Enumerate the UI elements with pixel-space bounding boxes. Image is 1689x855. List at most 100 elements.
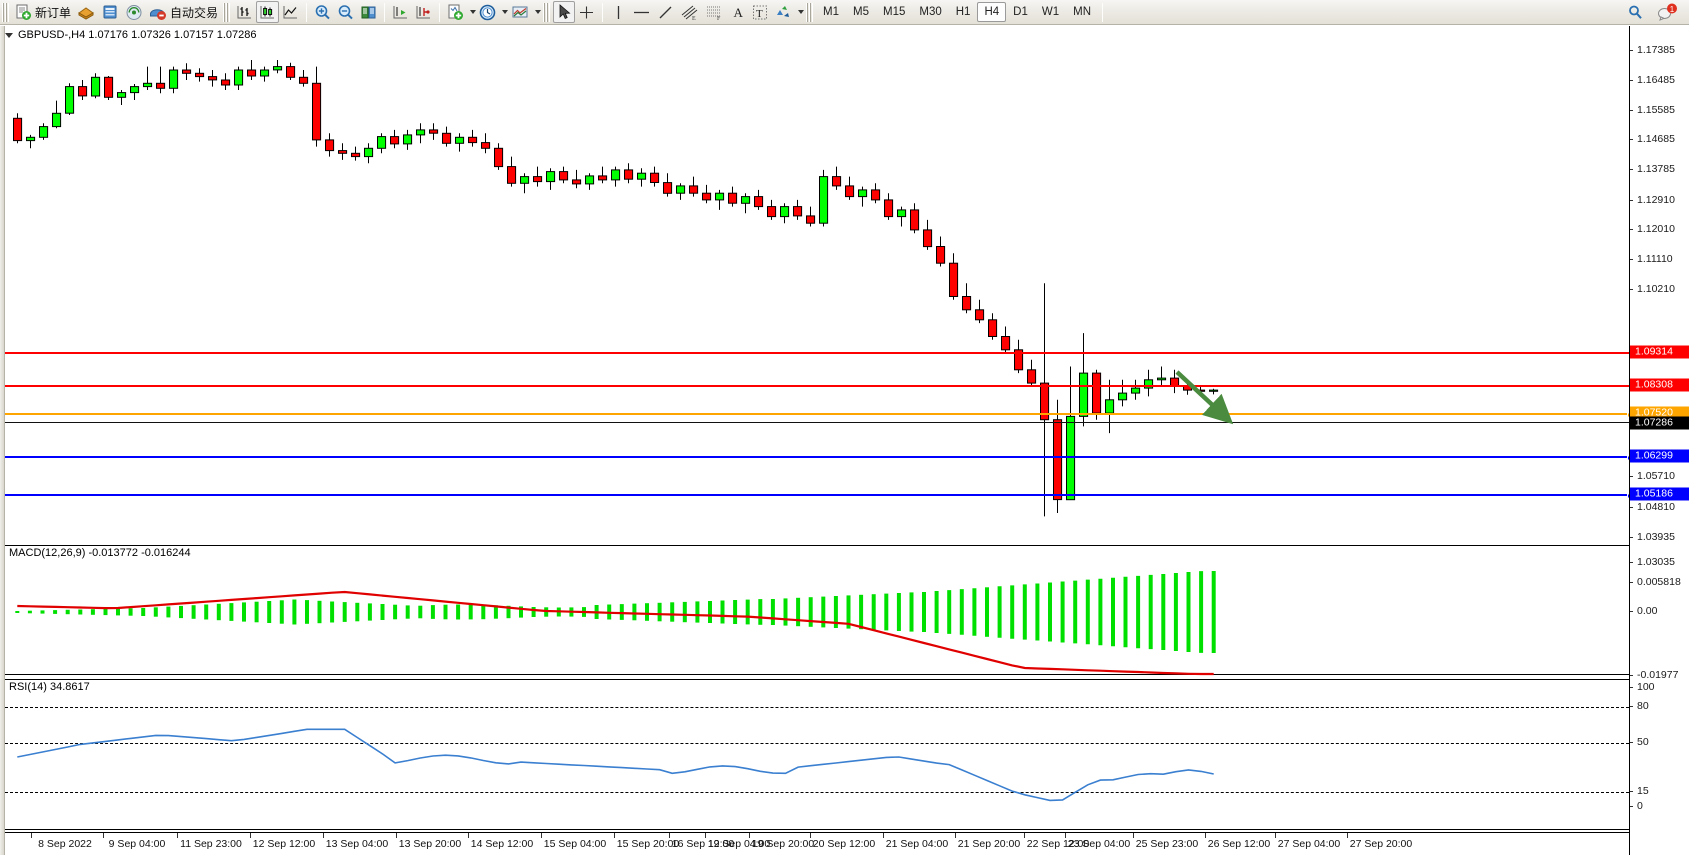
price-tick: 1.03035	[1630, 556, 1675, 568]
price-level-badge-entry[interactable]: 1.07520	[1630, 406, 1689, 420]
text-button[interactable]: A	[727, 1, 749, 23]
time-label: 27 Sep 04:00	[1277, 838, 1341, 850]
rsi-label: RSI(14) 34.8617	[9, 681, 90, 693]
main-toolbar: 新订单	[0, 0, 1689, 25]
cursor-button[interactable]	[553, 1, 576, 23]
resistance-line-1[interactable]	[5, 352, 1629, 354]
trendline-button[interactable]	[654, 1, 677, 23]
equidistant-channel-button[interactable]: E	[677, 1, 702, 23]
price-pane[interactable]	[5, 40, 1632, 543]
templates-dropdown-caret[interactable]	[535, 10, 542, 14]
toolbar-separator-1	[306, 2, 308, 22]
timeframe-h1[interactable]: H1	[955, 6, 971, 18]
entry-line[interactable]	[5, 412, 1632, 418]
price-level-badge-support[interactable]: 1.06299	[1630, 449, 1689, 463]
time-label: 22 Sep 12:00	[1026, 838, 1090, 850]
timeframe-h4[interactable]: H4	[977, 2, 1007, 22]
bar-chart-button[interactable]	[233, 1, 256, 23]
timeframe-mn[interactable]: MN	[1073, 6, 1091, 18]
period-button[interactable]	[476, 1, 499, 23]
objects-button[interactable]	[771, 1, 795, 23]
time-label: 19 Sep 20:00	[751, 838, 815, 850]
rsi-axis-tick: 15	[1630, 785, 1649, 797]
support-line-1[interactable]	[5, 455, 1632, 461]
price-scale[interactable]: 1.17385 1.16485 1.15585 1.14685 1.13785 1.129…	[1629, 26, 1689, 855]
svg-text:A: A	[733, 5, 743, 20]
macd-pane[interactable]: MACD(12,26,9) -0.013772 -0.016244	[5, 545, 1629, 676]
fibonacci-button[interactable]: F	[702, 1, 727, 23]
toolbar-grip[interactable]	[2, 2, 9, 22]
price-tick: 1.13785	[1630, 163, 1675, 175]
new-order-label: 新订单	[35, 5, 72, 20]
chart-symbol-bar[interactable]: GBPUSD-,H4 1.07176 1.07326 1.07157 1.072…	[5, 28, 257, 42]
resistance-line-2[interactable]	[5, 385, 1629, 387]
support-line-2[interactable]	[5, 493, 1632, 499]
zoom-in-icon	[314, 4, 331, 21]
zoom-in-button[interactable]	[311, 1, 334, 23]
toolbar-separator-5	[1102, 2, 1103, 22]
expert-advisors-button[interactable]	[74, 1, 98, 23]
toolbar-grip-3[interactable]	[543, 2, 551, 22]
rsi-pane[interactable]: RSI(14) 34.8617	[5, 679, 1629, 830]
chart-shift-button[interactable]	[389, 1, 412, 23]
data-window-icon	[101, 4, 119, 21]
candlestick-series	[13, 60, 1219, 517]
toolbar-grip-4[interactable]	[806, 2, 814, 22]
crosshair-button[interactable]	[575, 1, 598, 23]
notifications-button[interactable]: 1	[1653, 1, 1681, 23]
price-level-badge-support[interactable]: 1.05186	[1630, 487, 1689, 501]
objects-dropdown-caret[interactable]	[798, 10, 805, 14]
toolbar-grip-2[interactable]	[223, 2, 231, 22]
chart-shift-icon	[392, 4, 409, 21]
rsi-level-15	[5, 792, 1629, 793]
templates-button[interactable]	[508, 1, 532, 23]
zoom-out-button[interactable]	[334, 1, 357, 23]
price-level-badge-resistance[interactable]: 1.09314	[1630, 345, 1689, 359]
timeframe-w1[interactable]: W1	[1041, 6, 1060, 18]
indicators-dropdown-caret[interactable]	[470, 10, 477, 14]
signals-button[interactable]	[122, 1, 146, 23]
timeframe-m15[interactable]: M15	[883, 6, 906, 18]
templates-icon	[511, 4, 529, 21]
horizontal-line-icon	[632, 4, 651, 21]
period-dropdown-caret[interactable]	[502, 10, 509, 14]
time-label: 25 Sep 23:00	[1135, 838, 1199, 850]
candlestick-chart-button[interactable]	[256, 1, 280, 23]
time-label: 14 Sep 12:00	[470, 838, 534, 850]
time-scale[interactable]: 8 Sep 2022 9 Sep 04:00 11 Sep 23:00 12 Sep …	[5, 832, 1629, 854]
time-tick	[103, 833, 104, 838]
svg-text:T: T	[756, 8, 763, 20]
market-watch-button[interactable]	[357, 1, 380, 23]
time-label: 21 Sep 20:00	[957, 838, 1021, 850]
time-label: 26 Sep 12:00	[1207, 838, 1271, 850]
search-button[interactable]	[1624, 1, 1647, 23]
data-window-button[interactable]	[98, 1, 122, 23]
chart-menu-caret-icon[interactable]	[5, 32, 13, 38]
timeframe-m5[interactable]: M5	[853, 6, 869, 18]
trendline-icon	[657, 4, 674, 21]
search-icon	[1627, 4, 1644, 21]
time-tick	[1205, 833, 1206, 838]
horizontal-line-button[interactable]	[629, 1, 654, 23]
price-level-badge-resistance[interactable]: 1.08308	[1630, 378, 1689, 392]
timeframe-d1[interactable]: D1	[1013, 6, 1028, 18]
timeframe-m1[interactable]: M1	[823, 6, 840, 18]
expert-advisors-icon	[77, 4, 95, 21]
line-chart-button[interactable]	[279, 1, 302, 23]
new-order-button[interactable]: 新订单	[12, 1, 74, 23]
macd-series	[15, 571, 1216, 676]
rsi-axis-tick: 80	[1630, 700, 1649, 712]
indicators-button[interactable]	[444, 1, 467, 23]
price-level-badge-last-price[interactable]: 1.07286	[1630, 416, 1689, 430]
timeframe-m30[interactable]: M30	[919, 6, 942, 18]
time-tick	[323, 833, 324, 838]
text-label-button[interactable]: T	[749, 1, 771, 23]
time-tick	[396, 833, 397, 838]
cursor-icon	[557, 4, 572, 20]
vertical-line-button[interactable]	[607, 1, 629, 23]
last-price-line	[5, 422, 1629, 423]
time-label: 15 Sep 04:00	[543, 838, 607, 850]
auto-scroll-button[interactable]	[412, 1, 435, 23]
auto-trading-button[interactable]: 自动交易	[146, 1, 221, 23]
chart-window[interactable]: GBPUSD-,H4 1.07176 1.07326 1.07157 1.072…	[0, 25, 1689, 855]
